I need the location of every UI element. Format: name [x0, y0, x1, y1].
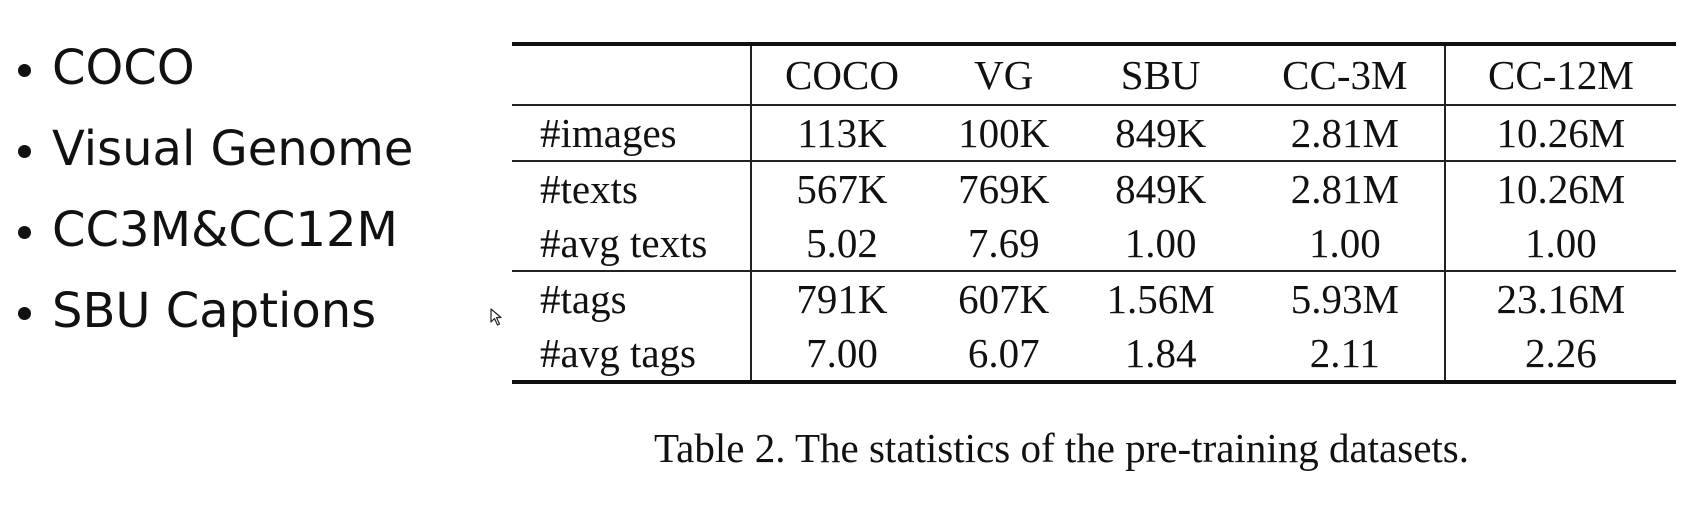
row-header: #images: [512, 104, 752, 161]
column-header-cc12m: CC-12M: [1443, 44, 1676, 105]
table-cell: 7.00: [806, 330, 878, 376]
bullet-dot-icon: [18, 145, 31, 158]
table-cell: 849K: [1075, 160, 1246, 216]
column-header-sbu: SBU: [1120, 52, 1201, 98]
dataset-bullet-list: COCO Visual Genome CC3M&CC12M SBU Captio…: [18, 36, 413, 360]
table-cell: 1.56M: [1075, 270, 1246, 326]
dataset-statistics-table: COCO VG SBU CC-3M CC-12M #images 113K 10…: [512, 42, 1676, 384]
table-cell: 5.93M: [1245, 270, 1445, 326]
column-header-coco: COCO: [785, 52, 899, 98]
bullet-item: SBU Captions: [18, 279, 413, 360]
table-cell: 1.00: [1443, 216, 1676, 271]
table-cell: 1.84: [1124, 330, 1197, 376]
column-header-vg: VG: [974, 52, 1034, 98]
row-header: #avg tags: [512, 326, 752, 382]
table-cell: 769K: [931, 160, 1076, 216]
table-cell: 849K: [1075, 104, 1246, 161]
table-cell: 10.26M: [1443, 104, 1676, 161]
table-row: #images 113K 100K 849K 2.81M 10.26M: [512, 104, 1676, 161]
table-row: #tags 791K 607K 1.56M 5.93M 23.16M: [512, 270, 1676, 326]
row-header: #texts: [512, 160, 752, 216]
table-corner-cell: [512, 44, 752, 105]
bullet-label: CC3M&CC12M: [52, 202, 398, 258]
table-cell: 2.26: [1443, 326, 1676, 382]
bullet-label: COCO: [52, 40, 195, 96]
row-header: #tags: [512, 270, 752, 326]
table-cell: 791K: [751, 270, 932, 326]
table-cell: 1.00: [1124, 220, 1197, 266]
table-row: #texts 567K 769K 849K 2.81M 10.26M: [512, 160, 1676, 216]
column-header-cc3m: CC-3M: [1282, 52, 1408, 98]
mouse-pointer-icon: [490, 308, 502, 326]
table-cell: 1.00: [1308, 220, 1381, 266]
table-cell: 23.16M: [1443, 270, 1676, 326]
table-cell: 7.69: [967, 220, 1040, 266]
bullet-item: CC3M&CC12M: [18, 198, 413, 279]
table-cell: 567K: [751, 160, 932, 216]
bullet-dot-icon: [18, 226, 31, 239]
bullet-item: Visual Genome: [18, 117, 413, 198]
table-caption: Table 2. The statistics of the pre-train…: [654, 425, 1469, 471]
table-row: #avg tags 7.00 6.07 1.84 2.11 2.26: [512, 326, 1676, 382]
bullet-dot-icon: [18, 64, 31, 77]
table-cell: 2.81M: [1245, 104, 1445, 161]
table-header-row: COCO VG SBU CC-3M CC-12M: [512, 44, 1676, 105]
bullet-dot-icon: [18, 307, 31, 320]
table-row: #avg texts 5.02 7.69 1.00 1.00 1.00: [512, 216, 1676, 271]
table-cell: 100K: [931, 104, 1076, 161]
bullet-label: Visual Genome: [52, 121, 414, 177]
bullet-item: COCO: [18, 36, 413, 117]
table-cell: 6.07: [967, 330, 1040, 376]
table-cell: 607K: [931, 270, 1076, 326]
table-cell: 113K: [751, 104, 932, 161]
table-cell: 2.11: [1309, 330, 1380, 376]
table-cell: 10.26M: [1443, 160, 1676, 216]
row-header: #avg texts: [512, 216, 752, 271]
table-cell: 2.81M: [1245, 160, 1445, 216]
table-cell: 5.02: [806, 220, 878, 266]
bullet-label: SBU Captions: [52, 283, 377, 339]
